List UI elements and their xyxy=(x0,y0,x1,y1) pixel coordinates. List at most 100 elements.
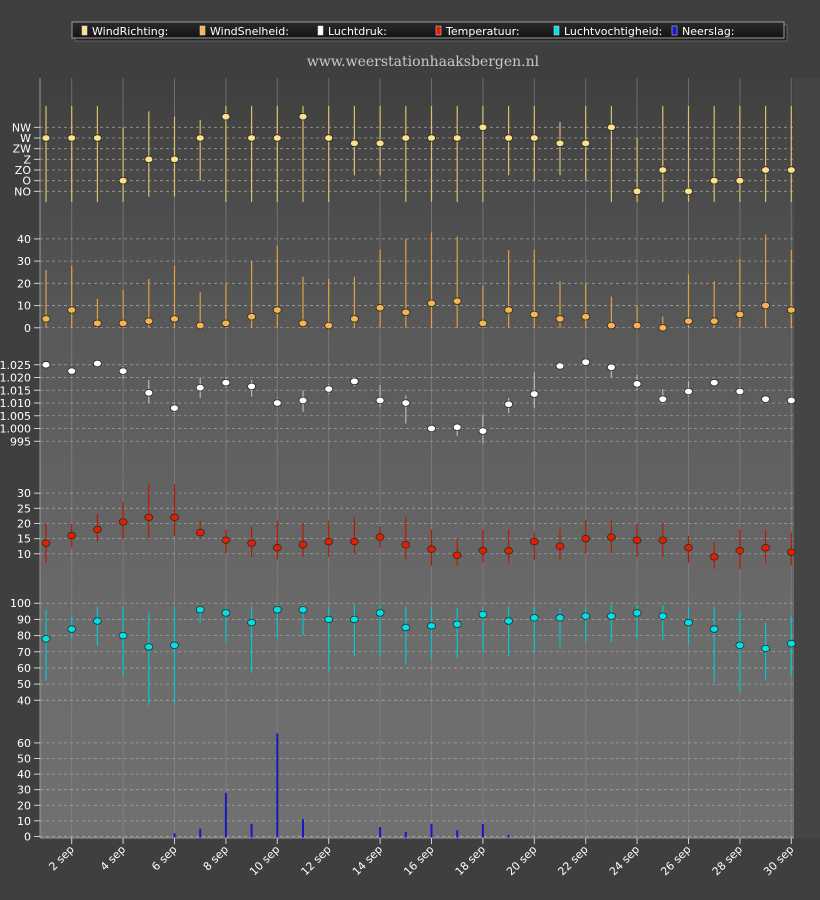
legend-swatch-rain xyxy=(671,25,678,36)
pressure-point xyxy=(735,387,745,396)
temp-point xyxy=(375,533,385,541)
ytick-label-winddir: O xyxy=(22,175,31,188)
winddir-point xyxy=(581,139,591,148)
temp-point xyxy=(324,537,334,546)
pressure-point xyxy=(452,423,462,431)
ytick-label-pressure: 1.020 xyxy=(0,372,31,385)
pressure-point xyxy=(118,367,128,375)
winddir-point xyxy=(555,139,565,148)
pressure-point xyxy=(67,367,77,375)
ytick-label-winddir: ZW xyxy=(13,143,32,156)
legend-swatch-humidity xyxy=(553,25,560,36)
pressure-point xyxy=(581,358,591,366)
windspeed-point xyxy=(298,319,308,328)
rain-bar xyxy=(456,830,459,840)
humidity-point xyxy=(632,609,642,617)
temp-point xyxy=(761,544,770,552)
legend-swatch-winddir xyxy=(81,25,88,36)
ytick-label-pressure: 1.025 xyxy=(0,359,31,372)
windspeed-point xyxy=(221,319,231,328)
winddir-point xyxy=(324,134,334,142)
winddir-point xyxy=(195,134,205,142)
temp-point xyxy=(786,548,796,556)
ytick-label-humidity: 50 xyxy=(17,678,31,691)
ytick-label-temp: 30 xyxy=(17,487,31,500)
rain-bar xyxy=(430,823,433,840)
windspeed-point xyxy=(632,321,642,330)
winddir-point xyxy=(349,139,359,148)
temp-point xyxy=(272,544,282,552)
windspeed-point xyxy=(607,321,616,330)
winddir-point xyxy=(735,176,745,185)
pressure-point xyxy=(607,363,616,371)
plot-area xyxy=(40,78,794,838)
winddir-point xyxy=(761,166,770,174)
temp-point xyxy=(684,544,693,552)
humidity-point xyxy=(761,644,770,653)
legend-label-winddir: WindRichting: xyxy=(92,25,168,38)
temp-point xyxy=(581,534,591,543)
humidity-point xyxy=(607,612,616,620)
windspeed-point xyxy=(375,304,385,312)
winddir-point xyxy=(170,155,179,164)
humidity-point xyxy=(93,617,102,625)
winddir-point xyxy=(632,187,642,196)
windspeed-point xyxy=(684,317,693,325)
humidity-point xyxy=(195,606,205,614)
windspeed-point xyxy=(170,315,179,323)
humidity-point xyxy=(118,631,128,640)
windspeed-point xyxy=(786,306,796,314)
humidity-point xyxy=(709,625,719,633)
pressure-point xyxy=(504,400,514,408)
ytick-label-rain: 60 xyxy=(17,737,31,750)
ytick-label-rain: 50 xyxy=(17,753,31,766)
humidity-point xyxy=(247,618,257,627)
humidity-point xyxy=(221,609,231,617)
pressure-point xyxy=(375,396,385,405)
winddir-point xyxy=(375,139,385,148)
temp-point xyxy=(401,540,411,549)
pressure-point xyxy=(478,427,488,435)
humidity-point xyxy=(324,615,334,624)
ytick-label-humidity: 70 xyxy=(17,646,31,659)
winddir-point xyxy=(786,166,796,174)
legend-swatch-windspeed xyxy=(199,25,206,36)
ytick-label-rain: 10 xyxy=(17,815,31,828)
windspeed-point xyxy=(504,306,514,314)
humidity-point xyxy=(427,622,436,630)
ytick-label-temp: 10 xyxy=(17,548,31,561)
winddir-point xyxy=(221,112,231,121)
temp-point xyxy=(195,528,205,537)
temp-point xyxy=(658,536,668,544)
rain-bar xyxy=(224,792,227,840)
ytick-label-windspeed: 10 xyxy=(17,300,31,313)
humidity-point xyxy=(504,617,514,625)
temp-point xyxy=(709,553,719,561)
humidity-point xyxy=(41,635,51,643)
windspeed-point xyxy=(349,315,359,323)
rain-bar xyxy=(276,733,279,840)
windspeed-point xyxy=(478,319,488,328)
legend: WindRichting: WindSnelheid: Luchtdruk: Temp… xyxy=(71,21,788,42)
winddir-point xyxy=(93,134,102,142)
ytick-label-humidity: 100 xyxy=(10,597,31,610)
windspeed-point xyxy=(581,312,591,321)
temp-point xyxy=(298,540,308,549)
ytick-label-temp: 15 xyxy=(17,533,31,546)
winddir-point xyxy=(684,187,693,196)
temp-point xyxy=(427,545,436,553)
ytick-label-rain: 30 xyxy=(17,784,31,797)
data-marks xyxy=(41,106,796,840)
pressure-point xyxy=(529,390,539,398)
ytick-label-humidity: 60 xyxy=(17,662,31,675)
windspeed-point xyxy=(247,312,257,321)
ytick-label-pressure: 1.005 xyxy=(0,410,31,423)
winddir-point xyxy=(144,155,154,164)
ytick-label-winddir: NW xyxy=(12,121,31,134)
temp-point xyxy=(221,536,231,544)
humidity-point xyxy=(170,641,179,649)
pressure-point xyxy=(41,361,51,369)
windspeed-point xyxy=(709,317,719,325)
winddir-point xyxy=(247,134,257,142)
